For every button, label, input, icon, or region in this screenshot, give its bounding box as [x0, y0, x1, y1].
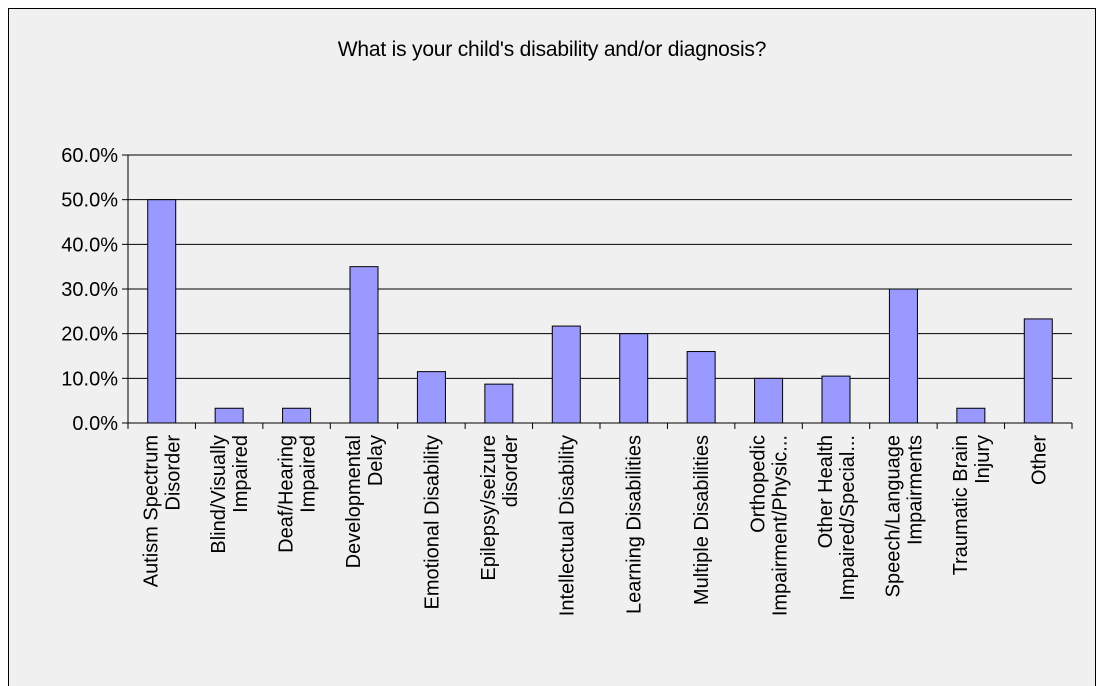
y-tick-label: 0.0%: [72, 413, 118, 435]
category-label: Epilepsy/seizure: [478, 435, 500, 581]
bar: [551, 325, 581, 424]
category-label: Delay: [365, 435, 387, 486]
y-tick-label: 30.0%: [61, 279, 118, 301]
bar: [484, 383, 514, 424]
category-label: Other Health: [815, 435, 837, 548]
bar: [888, 288, 918, 424]
category-label: Traumatic Brain: [950, 435, 972, 575]
bar: [349, 266, 379, 424]
bar: [214, 407, 244, 424]
category-label: Orthopedic: [748, 435, 770, 533]
category-label: Impairment/Physic...: [770, 435, 792, 616]
category-label: disorder: [500, 435, 522, 508]
category-label: Learning Disabilities: [624, 435, 646, 614]
category-label: Speech/Language: [882, 435, 904, 597]
category-label: Emotional Disability: [421, 435, 443, 610]
bar: [1023, 318, 1053, 424]
y-tick-label: 10.0%: [61, 368, 118, 390]
bar: [282, 407, 312, 424]
category-label: Intellectual Disability: [556, 435, 578, 616]
category-label: Impaired/Special...: [837, 435, 859, 601]
y-tick-label: 50.0%: [61, 190, 118, 212]
category-label: Other: [1028, 435, 1050, 485]
y-tick-label: 60.0%: [61, 145, 118, 167]
category-label: Multiple Disabilities: [691, 435, 713, 605]
bar: [619, 333, 649, 424]
bar: [754, 377, 784, 424]
category-label: Blind/Visually: [208, 435, 230, 554]
y-tick-label: 20.0%: [61, 324, 118, 346]
bar: [956, 407, 986, 424]
category-label: Impaired: [298, 435, 320, 513]
category-label: Injury: [972, 435, 994, 484]
chart-title: What is your child's disability and/or d…: [337, 38, 767, 61]
category-label: Deaf/Hearing: [276, 435, 298, 553]
category-label: Disorder: [163, 435, 185, 511]
bar: [821, 375, 851, 424]
category-label: Autism Spectrum: [141, 435, 163, 587]
category-label: Impairments: [904, 435, 926, 545]
bar: [147, 199, 177, 424]
y-tick-label: 40.0%: [61, 234, 118, 256]
bar: [686, 351, 716, 424]
bar: [416, 371, 446, 424]
category-label: Impaired: [230, 435, 252, 513]
category-label: Developmental: [343, 435, 365, 568]
